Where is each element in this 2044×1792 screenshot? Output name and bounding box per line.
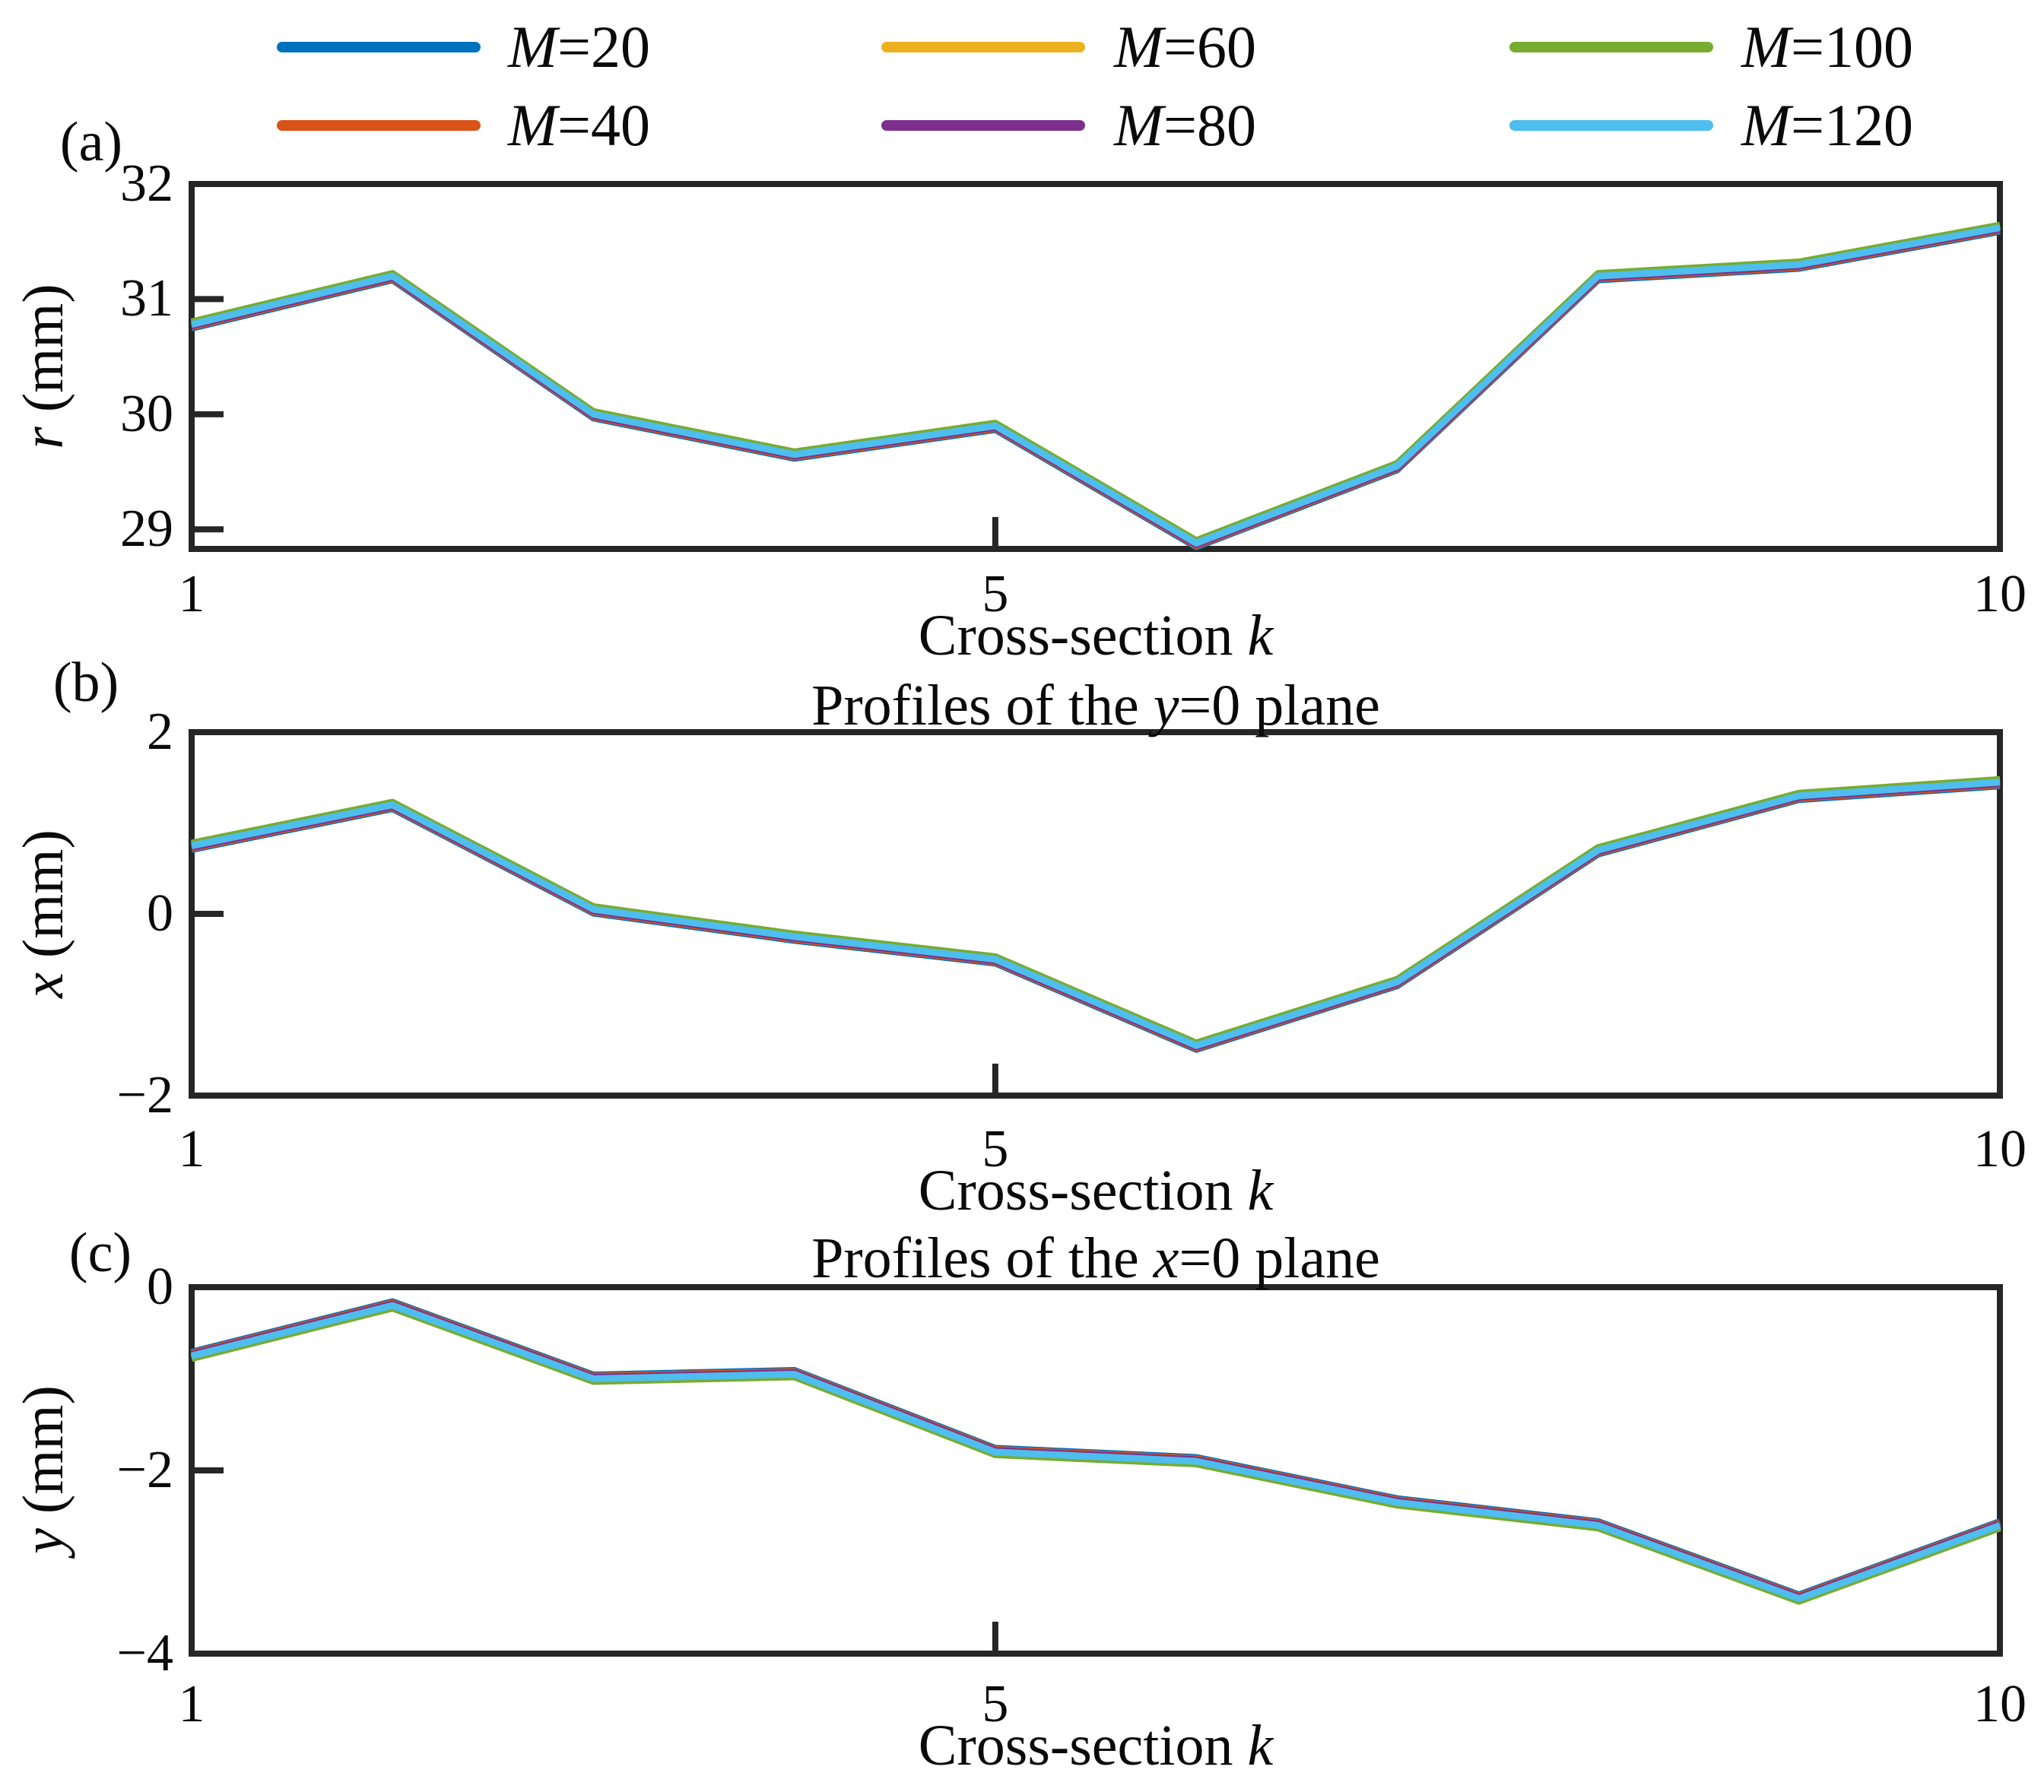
x-tick-label: 5 [982,565,1009,623]
x-tick-label: 5 [982,1120,1009,1178]
panel-label-c: (c) [68,1222,132,1284]
series-line-M=40 [190,227,2001,550]
legend-line-sample-M=120 [1509,120,1713,131]
y-tick-label: −2 [116,1441,173,1499]
legend-line-sample-M=80 [881,120,1085,131]
legend-label-M=60: M=60 [1114,14,1256,80]
x-axis-label: Cross-section k [918,604,1274,668]
plot-title: Profiles of the y=0 plane [811,674,1380,737]
series-line-M=80 [190,226,2001,548]
panel-label-b: (b) [52,652,119,714]
legend-label-M=80: M=80 [1114,92,1256,158]
legend-label-M=20: M=20 [508,14,650,80]
series-line-M=20 [190,228,2001,550]
series-line-M=120 [190,1302,2001,1603]
x-tick-label: 5 [982,1675,1009,1733]
x-tick-label: 10 [1973,565,2027,623]
x-axis-label: Cross-section k [918,1159,1274,1223]
series-line-M=40 [191,781,2001,1052]
legend-label-M=120: M=120 [1741,92,1913,158]
y-tick-label: 29 [120,500,173,559]
y-tick-label: 32 [120,154,173,213]
y-tick-label: −2 [116,1066,173,1124]
plot-area-border-b [189,729,2003,1099]
y-tick-label: 2 [147,703,173,761]
legend-label-M=40: M=40 [508,92,650,158]
x-axis-label: Cross-section k [918,1714,1274,1778]
y-axis-label: x (mm) [11,829,75,998]
series-line-M=20 [191,782,2001,1053]
series-line-M=40 [190,1299,2001,1600]
legend-line-sample-M=100 [1509,42,1713,52]
y-tick-label: −4 [116,1624,173,1683]
legend-line-sample-M=20 [277,42,481,52]
series-line-M=80 [191,780,2001,1051]
series-line-M=20 [190,1298,2001,1599]
y-tick-label: 0 [147,1258,173,1316]
x-tick-label: 10 [1973,1675,2027,1733]
series-line-M=120 [191,779,2001,1049]
x-tick-label: 10 [1973,1120,2027,1178]
y-tick-label: 30 [120,384,173,443]
y-tick-label: 31 [120,269,173,328]
y-axis-label: r (mm) [11,284,75,449]
plot-area-border-c [189,1284,2003,1657]
panel-label-a: (a) [59,111,123,173]
y-axis-label: y (mm) [11,1385,75,1554]
legend-label-M=100: M=100 [1741,14,1913,80]
x-tick-label: 1 [178,565,205,623]
plot-area-border-a [189,181,2003,552]
y-tick-label: 0 [147,884,173,943]
x-tick-label: 1 [178,1675,205,1733]
plot-title: Profiles of the x=0 plane [811,1226,1380,1290]
x-tick-label: 1 [178,1120,205,1178]
series-line-M=120 [190,224,2001,547]
legend-line-sample-M=40 [277,120,481,131]
legend-line-sample-M=60 [881,42,1085,52]
